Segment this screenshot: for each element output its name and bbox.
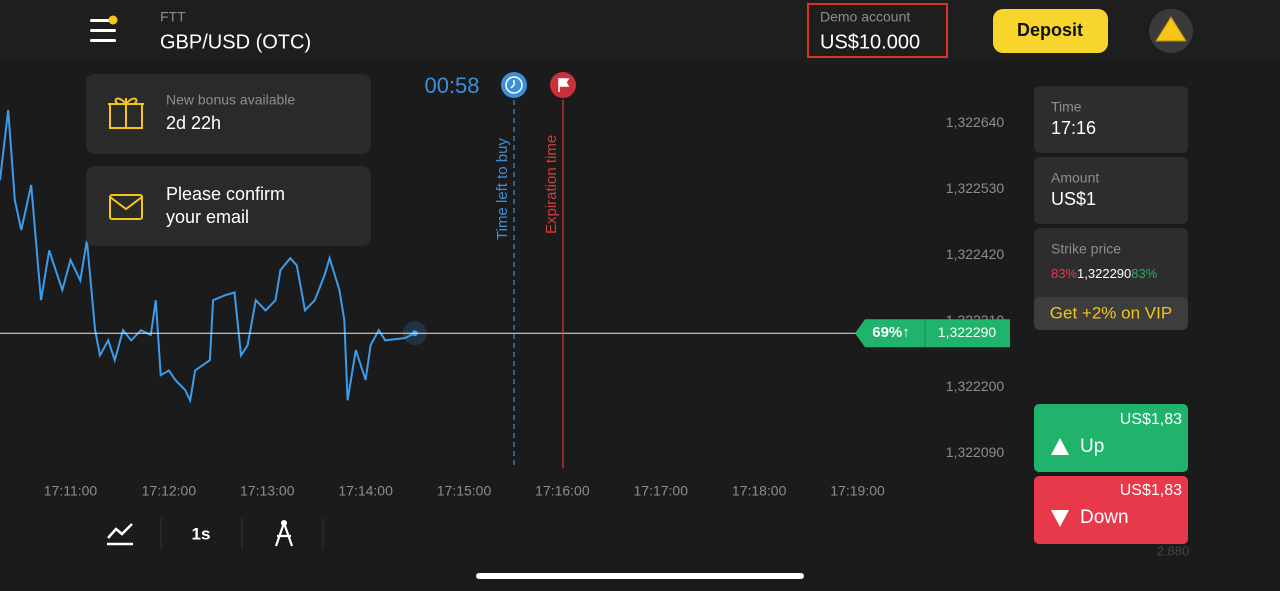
notification-bg (86, 166, 371, 246)
footer-number: 2.880 (1157, 543, 1190, 558)
field-label: Time (1051, 99, 1082, 115)
field-value: 17:16 (1051, 118, 1096, 138)
drawing-icon-dot (281, 520, 287, 526)
notification-line: your email (166, 207, 249, 227)
deposit-bg (993, 9, 1108, 53)
field-label: Amount (1051, 170, 1099, 186)
current-price-label: 1,322290 (938, 324, 997, 340)
balance: US$10.000 (820, 31, 920, 53)
vip-bg (1034, 297, 1188, 330)
y-tick-label: 1,322530 (946, 180, 1005, 196)
amount-field[interactable]: Amount US$1 (1034, 157, 1188, 224)
profile-button[interactable] (1149, 9, 1193, 53)
account-selector[interactable]: Demo account US$10.000 (807, 3, 948, 58)
menu-line (90, 29, 116, 32)
avatar-icon (1155, 16, 1187, 42)
countdown: 00:58 (424, 73, 479, 98)
up-bg (1034, 404, 1188, 472)
strike-right: 83% (1131, 266, 1157, 281)
vip-offer[interactable]: Get +2% on VIP (1050, 303, 1172, 322)
asset-selector[interactable]: FTT GBP/USD (OTC) (160, 9, 311, 54)
notification-bg (86, 74, 371, 154)
x-tick-label: 17:17:00 (634, 483, 689, 499)
payout-label: 69%↑ (872, 324, 910, 341)
expiration-label: Expiration time (543, 135, 560, 234)
clock-face (505, 76, 523, 94)
price-chart: 1,3226401,3225301,3224201,3223101,322200… (0, 109, 1010, 499)
clock-hands (510, 80, 515, 89)
up-payout: US$1,83 (1120, 411, 1182, 428)
up-label: Up (1080, 436, 1104, 457)
x-tick-label: 17:13:00 (240, 483, 295, 499)
down-arrow (1051, 510, 1069, 527)
x-tick-label: 17:14:00 (338, 483, 393, 499)
x-tick-label: 17:11:00 (44, 483, 98, 499)
menu-button[interactable] (90, 15, 118, 43)
gift-ribbon (108, 97, 144, 128)
notification-title: New bonus available (166, 92, 295, 108)
field-label: Strike price (1051, 241, 1121, 257)
notification-line: Please confirm (166, 184, 285, 204)
price-tag (855, 319, 1010, 348)
up-button[interactable]: US$1,83 Up (1034, 404, 1188, 472)
up-arrow (1051, 438, 1069, 455)
menu-line (90, 39, 116, 42)
field-value: US$1 (1051, 189, 1096, 209)
price-line (0, 109, 416, 404)
y-tick-label: 1,322640 (946, 114, 1005, 130)
flag-shape (558, 78, 570, 92)
strike-value: 1,322290 (1077, 266, 1131, 281)
buy-deadline-label: Time left to buy (494, 138, 511, 240)
asset-name: GBP/USD (OTC) (160, 31, 311, 53)
chart-type-button[interactable] (107, 523, 133, 546)
notification-text: 2d 22h (166, 113, 221, 133)
strike-field[interactable]: Strike price 83%1,32229083% Get +2% on V… (1034, 228, 1188, 330)
y-tick-label: 1,322200 (946, 378, 1005, 394)
strike-left: 83% (1051, 266, 1077, 281)
bonus-notification[interactable]: New bonus available 2d 22h (86, 74, 371, 154)
x-tick-label: 17:19:00 (830, 483, 885, 499)
deposit-button[interactable]: Deposit (993, 9, 1108, 53)
field-bg (1034, 157, 1188, 224)
down-label: Down (1080, 507, 1129, 528)
x-tick-label: 17:18:00 (732, 483, 787, 499)
drawing-tools-button[interactable] (274, 520, 294, 547)
field-bg (1034, 86, 1188, 153)
drawing-icon (274, 522, 294, 547)
strike-row: 83%1,32229083% (1051, 266, 1158, 281)
home-indicator (476, 573, 804, 579)
down-payout: US$1,83 (1120, 482, 1182, 499)
deposit-label: Deposit (1017, 20, 1083, 40)
chart-type-icon (107, 523, 133, 546)
menu-badge (108, 15, 118, 25)
x-tick-label: 17:15:00 (437, 483, 492, 499)
x-tick-label: 17:12:00 (142, 483, 197, 499)
time-field[interactable]: Time 17:16 (1034, 86, 1188, 153)
interval-button[interactable]: 1s (192, 524, 211, 543)
email-notification[interactable]: Please confirm your email (86, 166, 371, 246)
y-tick-label: 1,322420 (946, 246, 1005, 262)
mail-icon (109, 194, 143, 220)
asset-type: FTT (160, 9, 186, 25)
highlight-box (807, 3, 948, 58)
down-bg (1034, 476, 1188, 544)
x-tick-label: 17:16:00 (535, 483, 590, 499)
y-tick-label: 1,322090 (946, 444, 1005, 460)
down-button[interactable]: US$1,83 Down (1034, 476, 1188, 544)
account-label: Demo account (820, 9, 910, 25)
mail-flap (109, 196, 143, 211)
